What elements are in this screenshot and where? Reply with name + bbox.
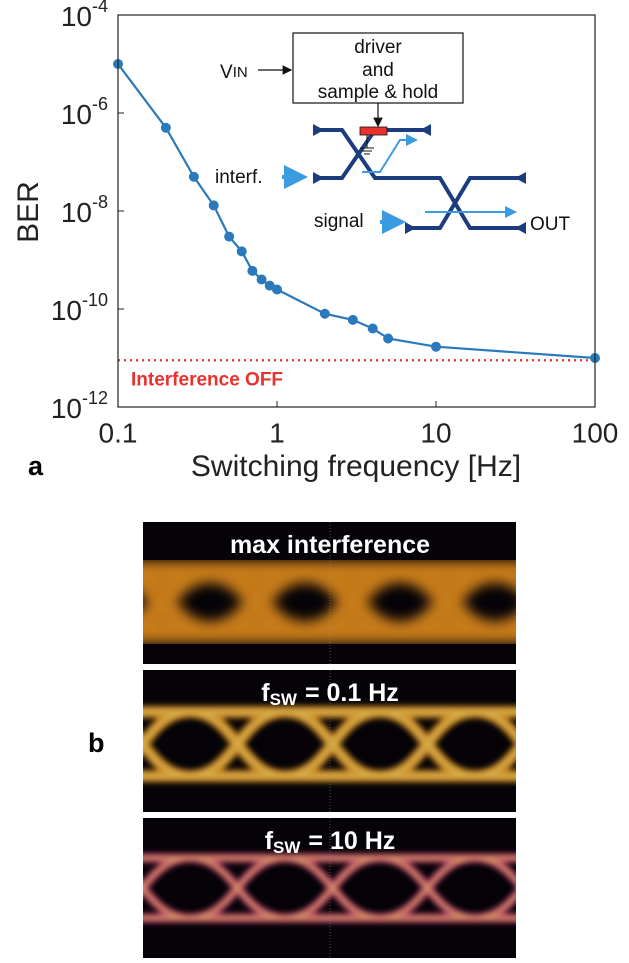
- signal-label: signal: [314, 211, 364, 232]
- data-point: [224, 232, 234, 242]
- figure: 0.111010010-1210-1010-810-610-4Interfere…: [0, 0, 629, 958]
- vin-sub: IN: [233, 64, 248, 81]
- y-tick-base: 10: [51, 295, 82, 326]
- y-tick-label: 10-10: [51, 290, 108, 327]
- y-tick-base: 10: [61, 1, 92, 32]
- light-path: [362, 140, 416, 172]
- data-point: [257, 274, 267, 284]
- y-tick-exponent: -6: [92, 94, 108, 114]
- out-label: OUT: [530, 214, 571, 235]
- data-point: [189, 172, 199, 182]
- box-text: sample & hold: [318, 82, 438, 103]
- y-axis-label: BER: [12, 181, 45, 243]
- y-tick-exponent: -4: [92, 0, 108, 16]
- box-text: driver: [354, 37, 402, 58]
- data-point: [272, 285, 282, 295]
- x-tick-label: 0.1: [99, 417, 138, 448]
- x-axis-label: Switching frequency [Hz]: [191, 450, 521, 483]
- data-point: [320, 309, 330, 319]
- y-tick-base: 10: [51, 393, 82, 424]
- data-point: [348, 315, 358, 325]
- data-point: [247, 266, 257, 276]
- eye-title: max interference: [230, 531, 430, 559]
- reference-label: Interference OFF: [131, 369, 283, 390]
- heater: [360, 127, 387, 135]
- eye-title-sub: SW: [273, 838, 301, 857]
- y-tick-base: 10: [61, 197, 92, 228]
- vin-label: VIN: [220, 62, 248, 83]
- data-point: [368, 323, 378, 333]
- vin: V: [220, 62, 233, 83]
- y-tick-exponent: -8: [92, 192, 108, 212]
- box-text: and: [362, 60, 394, 81]
- y-tick-exponent: -12: [82, 388, 108, 408]
- data-point: [383, 334, 393, 344]
- panel-label: b: [88, 728, 105, 758]
- eye-title-main: max interference: [230, 531, 430, 559]
- inset-diagram: driver and sample & hold VIN interf. sig…: [215, 33, 571, 235]
- y-tick-base: 10: [61, 99, 92, 130]
- data-point: [237, 246, 247, 256]
- data-point: [161, 123, 171, 133]
- eye-title-suffix: = 0.1 Hz: [305, 679, 399, 707]
- interf-label: interf.: [215, 167, 263, 188]
- panel-label: a: [28, 451, 44, 481]
- data-point: [431, 342, 441, 352]
- x-tick-label: 100: [572, 417, 619, 448]
- y-tick-label: 10-4: [61, 0, 108, 32]
- y-tick-label: 10-6: [61, 94, 108, 131]
- eye-title-suffix: = 10 Hz: [308, 827, 395, 855]
- data-point: [209, 200, 219, 210]
- x-tick-label: 1: [269, 417, 285, 448]
- y-tick-exponent: -10: [82, 290, 108, 310]
- y-tick-label: 10-8: [61, 192, 108, 229]
- eye-title-sub: SW: [270, 690, 298, 709]
- x-tick-label: 10: [420, 417, 451, 448]
